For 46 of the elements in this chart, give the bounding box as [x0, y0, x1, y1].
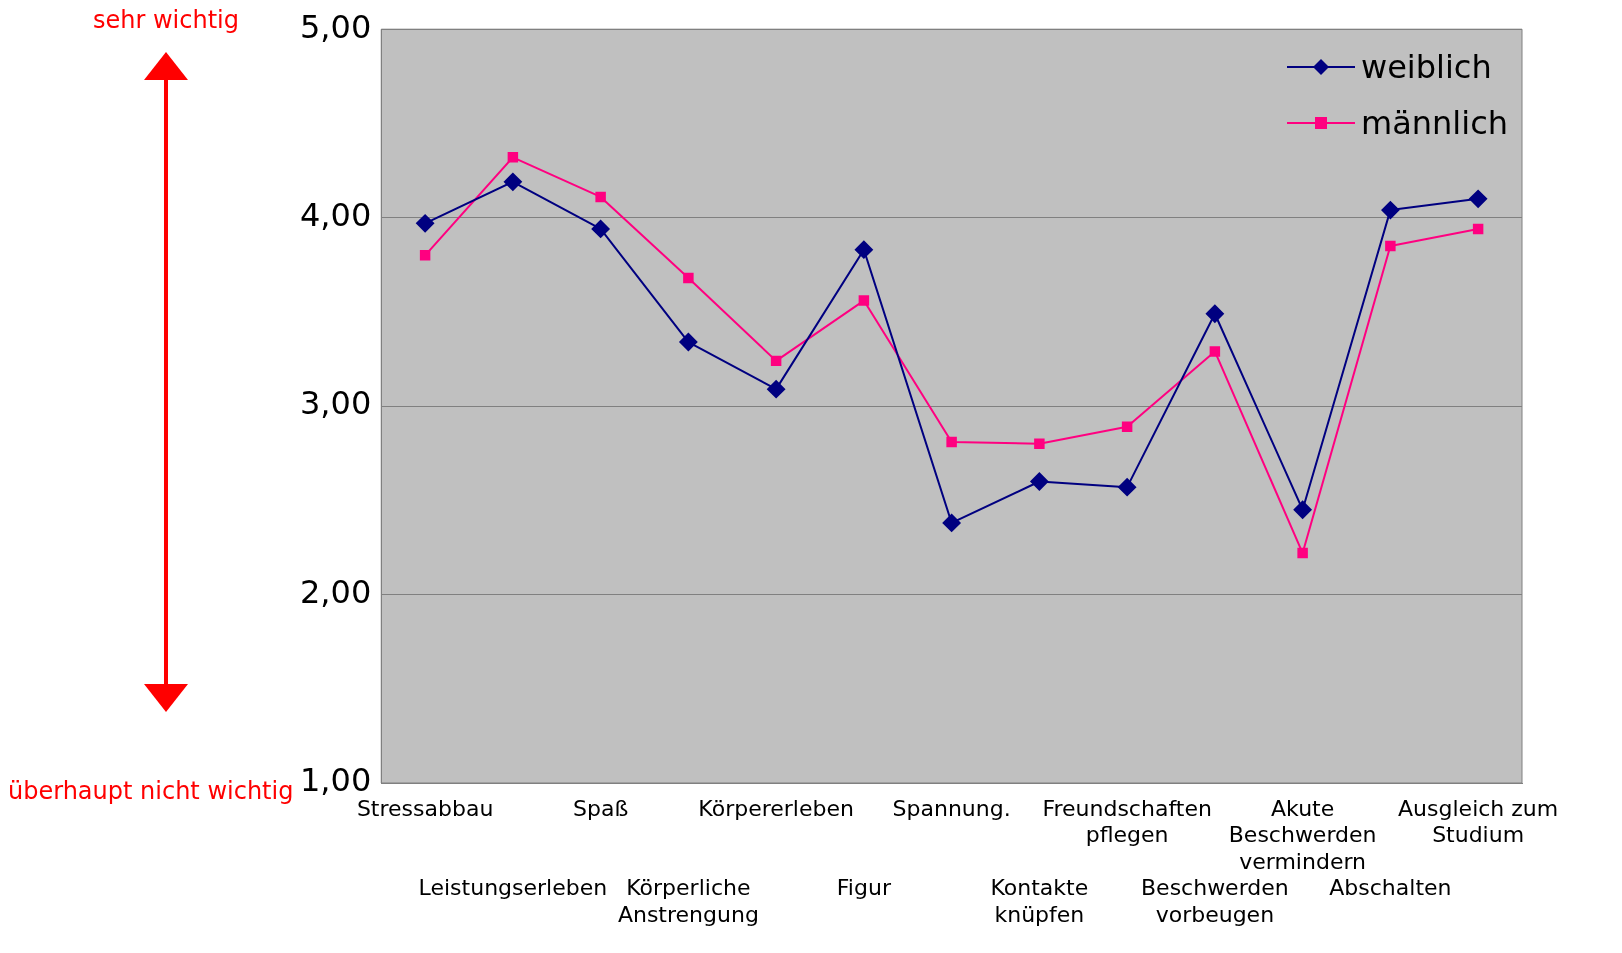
point — [858, 295, 870, 306]
point — [1293, 500, 1312, 519]
point — [416, 214, 435, 233]
point — [767, 380, 786, 399]
x-tick-label: Körpererleben — [698, 795, 854, 821]
point — [1385, 240, 1396, 252]
point — [1381, 201, 1400, 220]
point — [1205, 304, 1224, 323]
point — [595, 191, 606, 203]
point — [679, 333, 698, 352]
point — [503, 172, 522, 191]
x-tick-label: Körperliche Anstrengung — [617, 875, 759, 927]
x-tick-label: Spaß — [572, 795, 629, 821]
point — [507, 152, 519, 163]
text: überhaupt nicht wichtig — [8, 777, 294, 805]
legend-label: männlich — [1361, 104, 1508, 143]
x-tick-label: Figur — [836, 875, 892, 901]
x-tick-label: Ausgleich zum Studium — [1398, 795, 1559, 848]
legend-label: weiblich — [1361, 48, 1492, 87]
point — [770, 355, 782, 367]
point — [1121, 421, 1133, 433]
point — [1472, 223, 1484, 235]
point — [591, 219, 610, 238]
point — [1297, 547, 1308, 559]
x-tick-label: Spannung. — [892, 795, 1011, 821]
point — [1030, 472, 1049, 491]
x-tick-label: Akute Beschwerden vermindern — [1228, 795, 1377, 874]
text: sehr wichtig — [93, 6, 239, 34]
point — [854, 240, 873, 259]
y-tick-label: 4,00 — [300, 195, 372, 234]
x-tick-label: Abschalten — [1329, 875, 1452, 901]
y-tick-label: 5,00 — [300, 7, 372, 46]
x-tick-label: Beschwerden vorbeugen — [1140, 875, 1289, 927]
x-tick-label: Kontakte knüpfen — [990, 875, 1089, 927]
point — [683, 272, 694, 284]
x-tick-label: Freundschaften pflegen — [1042, 795, 1212, 848]
point — [1118, 478, 1137, 497]
point — [1209, 346, 1221, 357]
point — [1034, 438, 1045, 450]
point — [419, 250, 431, 261]
y-tick-label: 2,00 — [300, 572, 372, 611]
x-tick-label: Leistungserleben — [418, 875, 608, 901]
point — [1469, 189, 1488, 208]
y-tick-label: 3,00 — [300, 384, 372, 423]
point — [942, 513, 961, 532]
point — [946, 436, 957, 448]
